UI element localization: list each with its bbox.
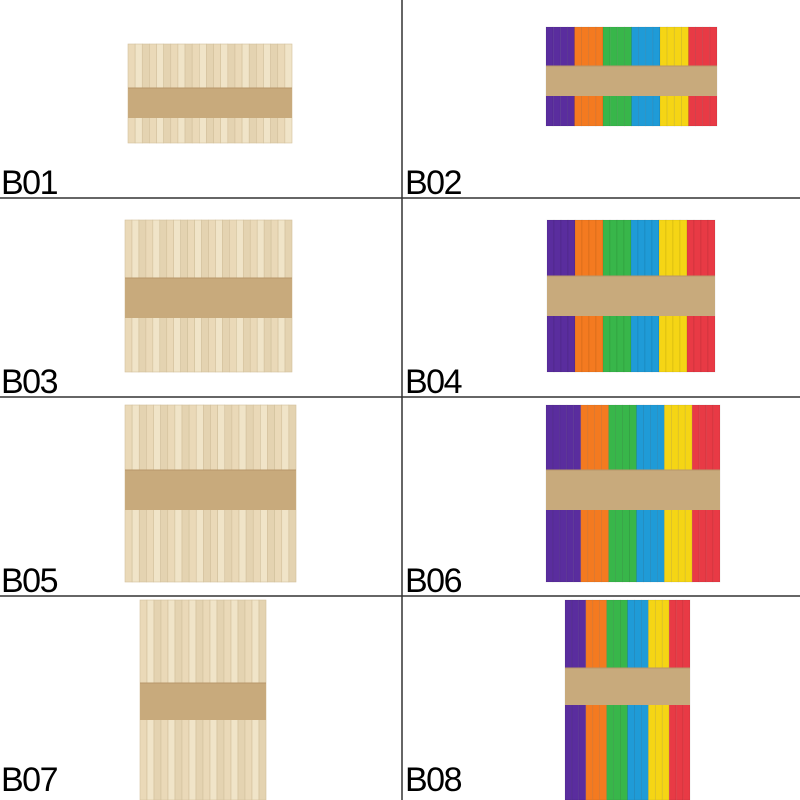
item-label: B03	[1, 363, 58, 401]
product-photo	[124, 404, 297, 583]
paper-band	[547, 276, 715, 316]
product-photo	[139, 599, 267, 800]
product-photo	[545, 26, 718, 127]
item-label: B05	[1, 562, 58, 600]
product-photo	[545, 404, 721, 583]
paper-band	[125, 278, 292, 318]
paper-band	[565, 668, 690, 705]
item-label: B02	[405, 164, 462, 202]
product-photo	[124, 219, 293, 373]
item-label: B07	[1, 761, 58, 799]
item-label: B01	[1, 164, 58, 202]
paper-band	[125, 470, 296, 510]
product-photo	[564, 599, 691, 800]
paper-band	[128, 88, 292, 118]
item-label: B04	[405, 363, 462, 401]
product-photo	[546, 219, 716, 373]
paper-band	[546, 66, 717, 96]
paper-band	[140, 683, 266, 720]
item-label: B08	[405, 761, 462, 799]
paper-band	[546, 470, 720, 510]
item-label: B06	[405, 562, 462, 600]
product-photo	[127, 43, 293, 144]
